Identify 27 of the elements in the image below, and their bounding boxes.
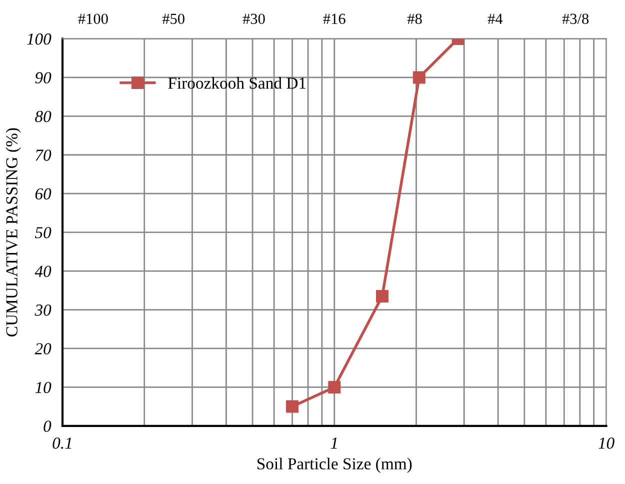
text: #3/8	[562, 14, 589, 24]
text: #100	[78, 14, 108, 24]
y-tick-label: 0	[44, 420, 52, 432]
y-tick-label: 10	[35, 382, 52, 394]
y-tick-label: 90	[35, 72, 52, 84]
y-tick-label: 100	[26, 33, 52, 45]
y-tick-label: 30	[34, 304, 52, 316]
text: #8	[407, 14, 422, 24]
point	[286, 400, 299, 413]
text: #4	[488, 14, 503, 24]
x-tick-label: 10	[598, 438, 614, 449]
y-tick-label: 70	[36, 150, 52, 161]
x-axis-title: Soil Particle Size (mm)	[257, 458, 412, 473]
y-axis-title: CUMULATIVE PASSING (%)	[6, 128, 21, 336]
point	[412, 71, 426, 84]
y-tick-label: 40	[34, 266, 52, 277]
y-tick-label: 80	[35, 110, 52, 122]
y-tick-label: 20	[34, 343, 52, 354]
text: #50	[162, 14, 184, 24]
x-tick-label: 0.1	[52, 438, 72, 449]
point	[328, 380, 341, 394]
text: #16	[323, 14, 346, 24]
x-tick-label: 1	[330, 438, 337, 449]
legend-label: Firoozkooh Sand D1	[168, 77, 306, 89]
y-tick-label: 50	[34, 227, 52, 238]
y-tick-label: 60	[35, 188, 52, 200]
text: #30	[242, 14, 265, 24]
